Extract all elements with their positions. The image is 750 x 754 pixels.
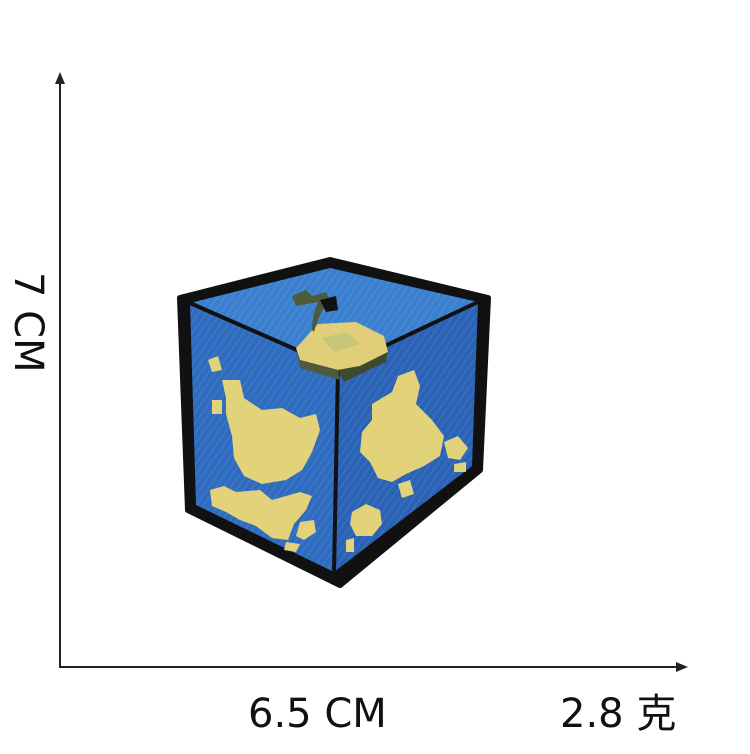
cube-patch-image bbox=[177, 257, 491, 588]
height-label-wrapper: 7 CM bbox=[5, 272, 51, 373]
width-dimension-label: 6.5 CM bbox=[248, 691, 387, 737]
weight-label: 2.8 克 bbox=[560, 691, 677, 737]
height-dimension-label: 7 CM bbox=[5, 272, 51, 373]
right-face-landmass bbox=[346, 370, 468, 552]
top-island bbox=[292, 290, 388, 382]
left-face-landmass bbox=[208, 356, 320, 552]
dimension-axes bbox=[55, 72, 688, 672]
horizontal-axis-arrow bbox=[676, 662, 688, 672]
vertical-axis-arrow bbox=[55, 72, 65, 84]
